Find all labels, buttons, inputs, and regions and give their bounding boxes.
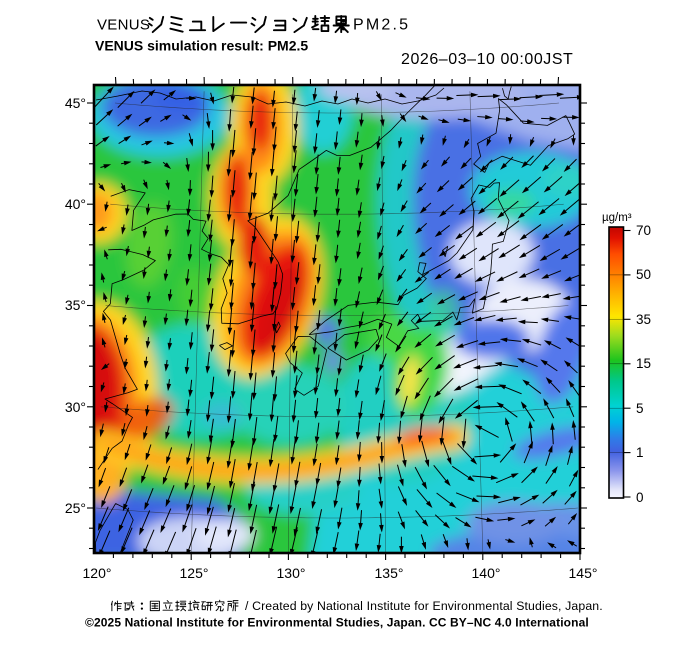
svg-text:25°: 25°	[65, 500, 86, 516]
svg-text:VENUS: VENUS	[97, 17, 150, 34]
svg-text:/ Created by National Institut: / Created by National Institute for Envi…	[245, 599, 603, 613]
svg-text:©2025 National Institute for E: ©2025 National Institute for Environment…	[85, 616, 589, 630]
svg-text:40°: 40°	[65, 196, 86, 212]
svg-text:70: 70	[636, 223, 651, 238]
svg-text:45°: 45°	[65, 95, 86, 111]
svg-text:5: 5	[636, 401, 644, 416]
svg-text:15: 15	[636, 356, 651, 371]
svg-text:35°: 35°	[65, 297, 86, 313]
svg-text:1: 1	[636, 445, 644, 460]
svg-text:35: 35	[636, 312, 651, 327]
svg-text:2026–03–10 00:00JST: 2026–03–10 00:00JST	[401, 51, 573, 68]
svg-text:VENUS simulation result: PM2.5: VENUS simulation result: PM2.5	[95, 38, 308, 54]
svg-text:PM2.5: PM2.5	[353, 17, 410, 34]
svg-text:µg/m³: µg/m³	[602, 212, 632, 224]
svg-text:125°: 125°	[180, 565, 209, 581]
svg-text:145°: 145°	[569, 565, 598, 581]
svg-text:30°: 30°	[65, 399, 86, 415]
svg-text:120°: 120°	[83, 565, 112, 581]
svg-text:0: 0	[636, 490, 644, 505]
svg-text:140°: 140°	[472, 565, 501, 581]
svg-text:130°: 130°	[277, 565, 306, 581]
svg-text:135°: 135°	[375, 565, 404, 581]
svg-text:50: 50	[636, 267, 651, 282]
